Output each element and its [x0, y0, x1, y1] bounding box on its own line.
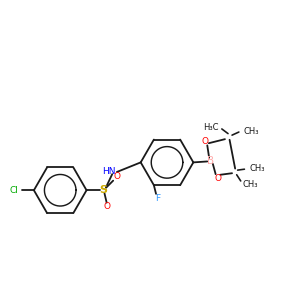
Text: Cl: Cl: [10, 186, 18, 195]
Text: S: S: [100, 185, 108, 195]
Text: F: F: [155, 194, 160, 203]
Text: B: B: [207, 156, 214, 166]
Text: O: O: [202, 136, 208, 146]
Text: H₃C: H₃C: [203, 123, 219, 132]
Text: CH₃: CH₃: [249, 164, 265, 173]
Text: O: O: [214, 174, 221, 183]
Text: O: O: [103, 202, 110, 211]
Text: O: O: [114, 172, 121, 181]
Text: CH₃: CH₃: [243, 180, 258, 189]
Text: CH₃: CH₃: [244, 127, 259, 136]
Text: HN: HN: [102, 167, 116, 176]
